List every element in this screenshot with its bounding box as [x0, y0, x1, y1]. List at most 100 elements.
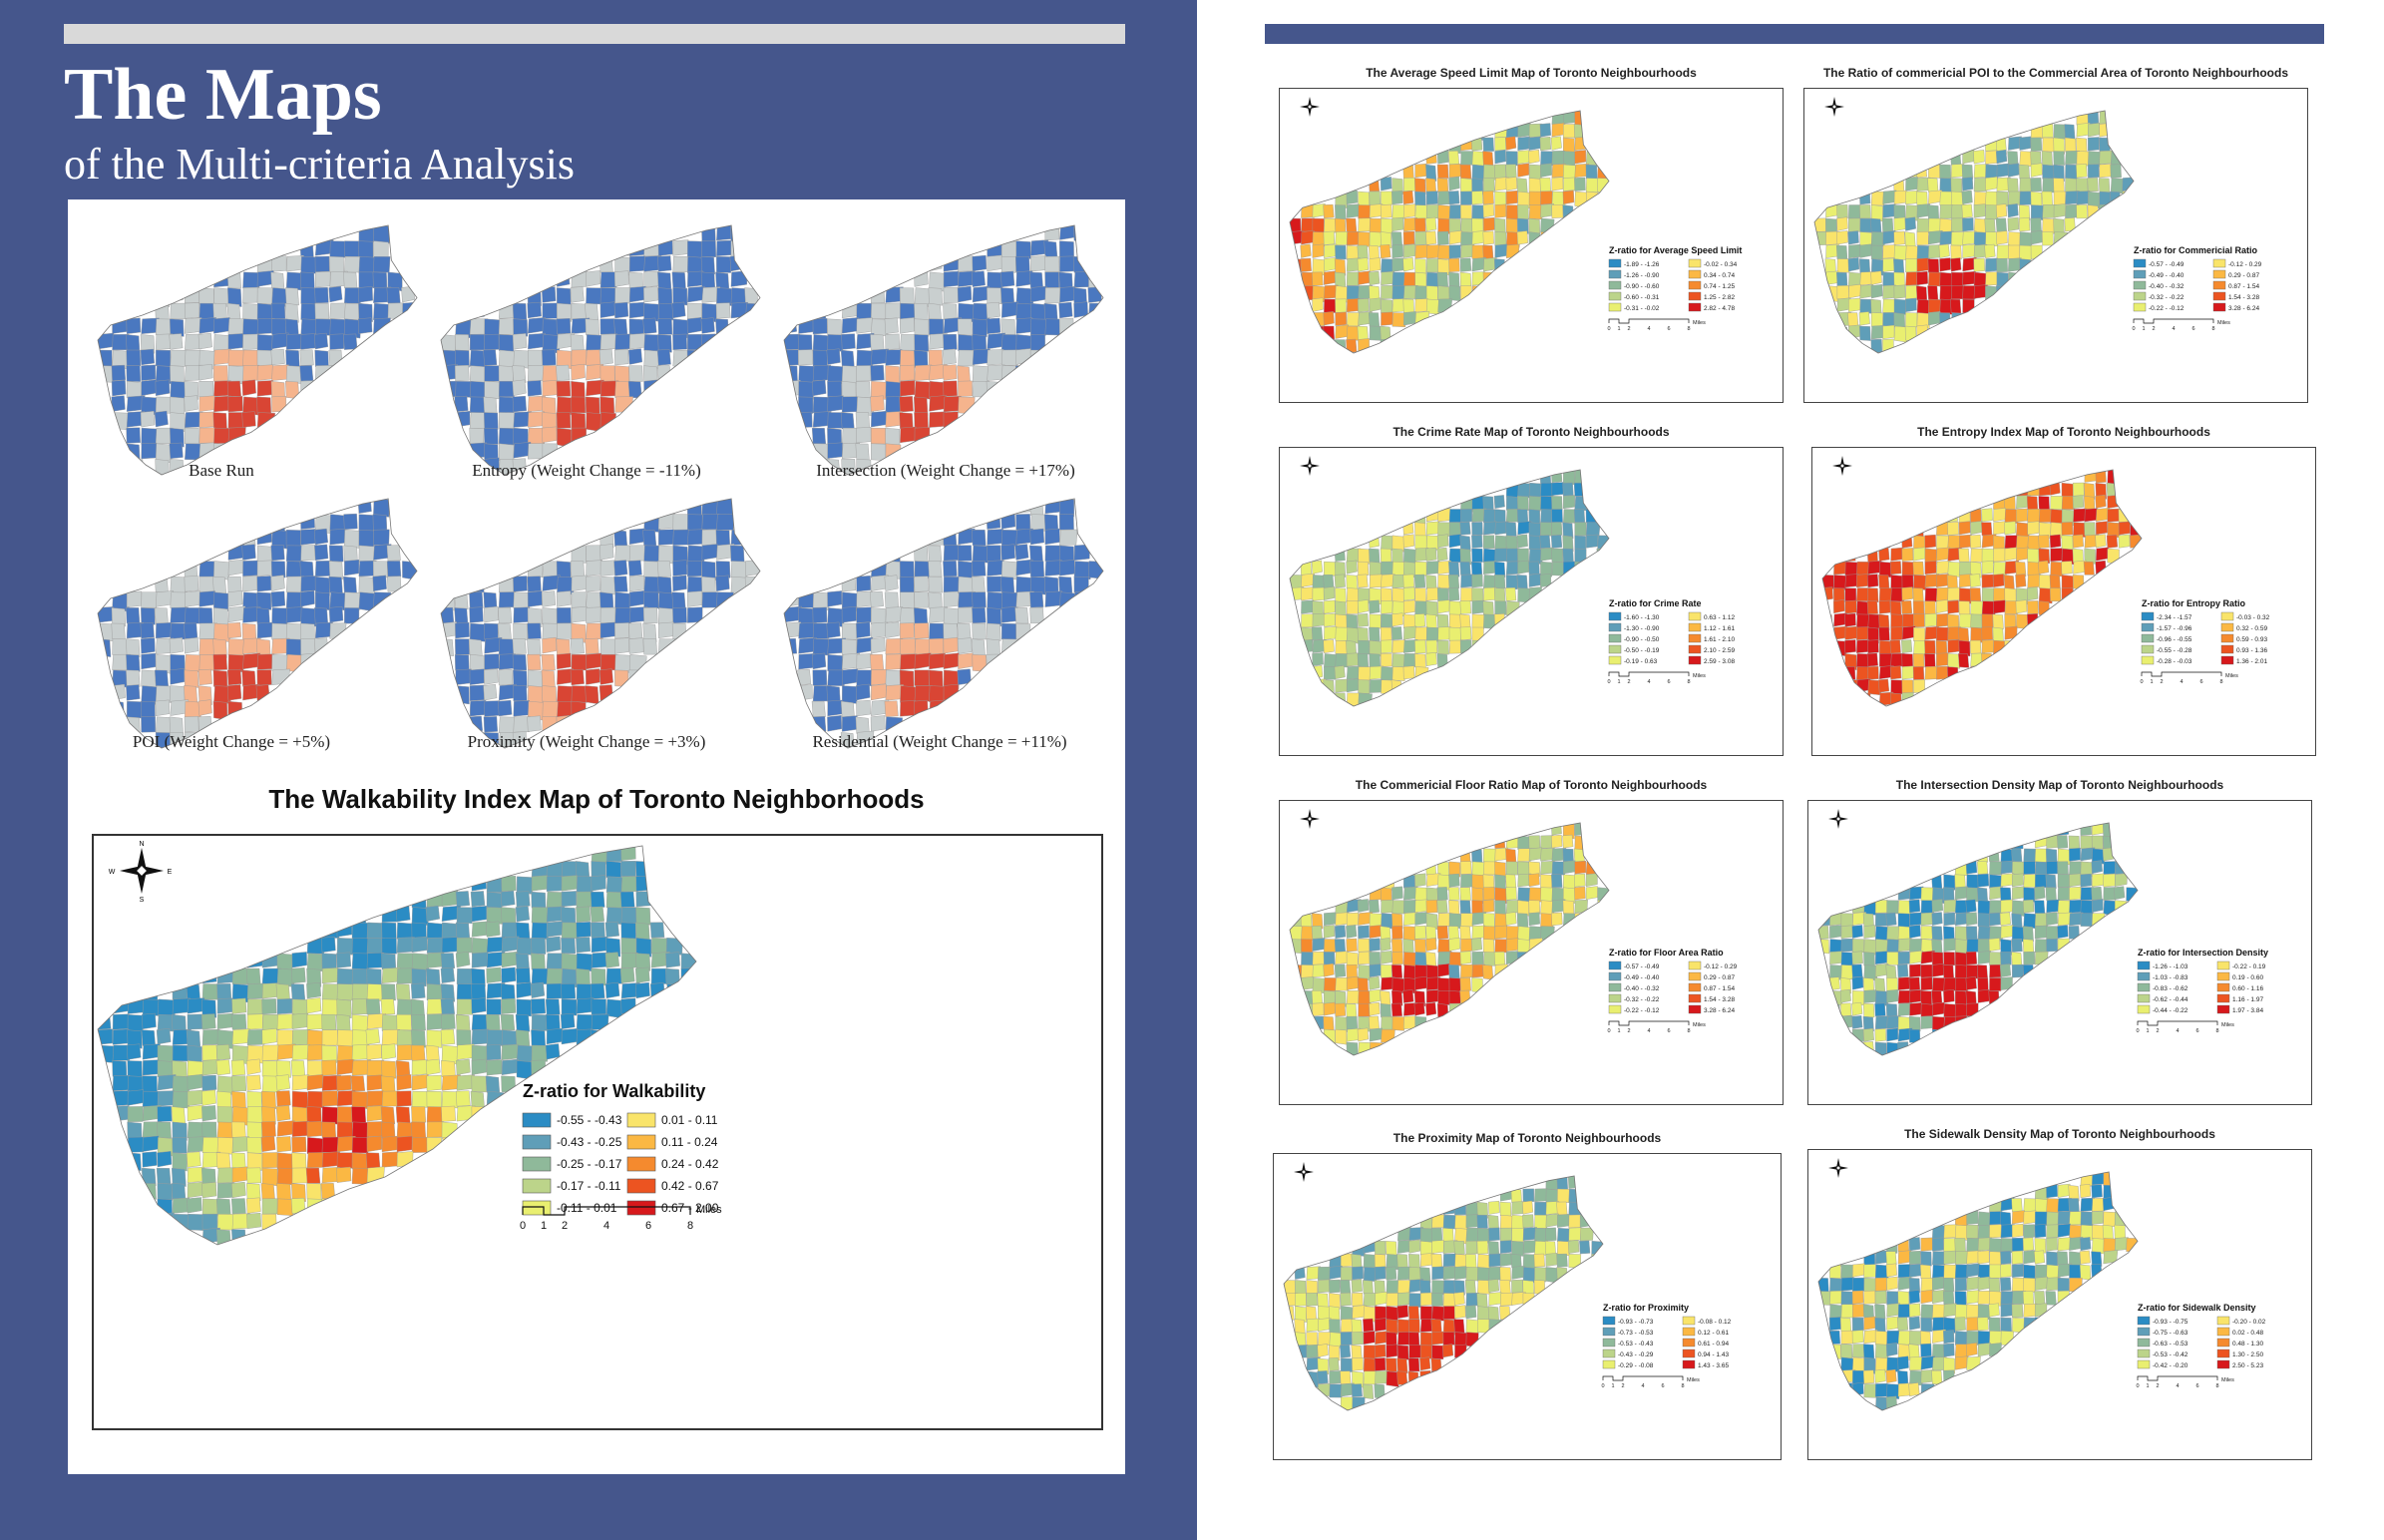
- criteria-legend-label: -0.31 - -0.02: [1624, 305, 1660, 312]
- criteria-legend-label: -0.43 - -0.29: [1618, 1351, 1654, 1358]
- criteria-panel-crime-rate: The Crime Rate Map of Toronto Neighbourh…: [1279, 425, 1784, 758]
- criteria-panel-floor-ratio: The Commericial Floor Ratio Map of Toron…: [1279, 778, 1784, 1107]
- criteria-legend-label: -1.26 - -0.90: [1624, 272, 1660, 279]
- legend-label: -0.55 - -0.43: [557, 1113, 622, 1127]
- walkability-map-title: The Walkability Index Map of Toronto Nei…: [268, 784, 925, 814]
- criteria-scale-tick: 4: [1647, 326, 1650, 332]
- criteria-scale-tick: 6: [1667, 679, 1670, 685]
- criteria-scale-tick: 8: [1681, 1383, 1684, 1389]
- caption-intersection: Intersection (Weight Change = +17%): [816, 461, 1075, 480]
- legend-swatch: [522, 1112, 552, 1128]
- criteria-scale-tick: 0: [2136, 1028, 2139, 1034]
- criteria-legend-swatch: [1688, 655, 1702, 665]
- criteria-legend-swatch: [2137, 961, 2151, 970]
- sensitivity-choropleth: [97, 498, 418, 749]
- criteria-legend-label: 1.97 - 3.84: [2232, 1007, 2263, 1014]
- criteria-legend-label: 0.61 - 0.94: [1698, 1341, 1729, 1348]
- criteria-legend-swatch: [2141, 633, 2155, 643]
- criteria-legend-swatch: [1682, 1327, 1696, 1337]
- compass-label: S: [140, 897, 145, 904]
- criteria-scale-tick: 4: [2172, 326, 2175, 332]
- criteria-legend-label: -1.03 - -0.83: [2153, 974, 2188, 981]
- criteria-legend-label: 1.12 - 1.61: [1704, 625, 1735, 632]
- criteria-legend-label: 0.34 - 0.74: [1704, 272, 1735, 279]
- criteria-scale-tick: 1: [2146, 1028, 2149, 1034]
- criteria-legend-swatch: [1602, 1338, 1616, 1348]
- criteria-legend-label: -0.42 - -0.20: [2153, 1362, 2188, 1369]
- criteria-legend-label: -1.26 - -1.03: [2153, 963, 2188, 970]
- criteria-legend-swatch: [1688, 982, 1702, 992]
- criteria-legend-swatch: [2216, 971, 2230, 981]
- criteria-legend-swatch: [1608, 622, 1622, 632]
- criteria-legend: Z-ratio for Crime Rate -1.60 - -1.30 -1.30…: [1608, 598, 1735, 665]
- criteria-frame: Z-ratio for Average Speed Limit -1.89 - -…: [1279, 88, 1784, 403]
- criteria-title: The Intersection Density Map of Toronto …: [1895, 778, 2224, 792]
- criteria-legend: Z-ratio for Proximity -0.93 - -0.73 -0.73 …: [1602, 1303, 1732, 1369]
- criteria-scale-tick: 0: [1607, 1028, 1610, 1034]
- criteria-map: Z-ratio for Crime Rate -1.60 - -1.30 -1.30…: [1289, 456, 1735, 707]
- criteria-legend-swatch: [1608, 611, 1622, 621]
- criteria-legend-label: -2.34 - -1.57: [2157, 614, 2192, 621]
- criteria-legend-label: -0.90 - -0.60: [1624, 283, 1660, 290]
- criteria-legend-swatch: [1688, 633, 1702, 643]
- criteria-legend-label: -0.22 - -0.12: [1624, 1007, 1660, 1014]
- criteria-legend-swatch: [2216, 1348, 2230, 1358]
- criteria-legend-swatch: [2133, 280, 2147, 290]
- criteria-title: The Average Speed Limit Map of Toronto N…: [1366, 66, 1697, 80]
- criteria-legend-label: -0.53 - -0.42: [2153, 1351, 2188, 1358]
- criteria-legend-swatch: [2141, 655, 2155, 665]
- criteria-legend-swatch: [2216, 1004, 2230, 1014]
- sensitivity-choropleth: [783, 498, 1104, 749]
- criteria-panel-speed-limit: The Average Speed Limit Map of Toronto N…: [1279, 66, 1784, 405]
- criteria-scale-tick: 6: [2195, 1028, 2198, 1034]
- criteria-legend-swatch: [1608, 269, 1622, 279]
- criteria-choropleth: [1283, 1175, 1604, 1411]
- legend-swatch: [626, 1134, 656, 1150]
- criteria-legend-swatch: [2133, 302, 2147, 312]
- legend-swatch: [626, 1156, 656, 1172]
- scale-tick: 4: [603, 1220, 609, 1232]
- criteria-legend-swatch: [2137, 1327, 2151, 1337]
- criteria-title: The Sidewalk Density Map of Toronto Neig…: [1904, 1127, 2215, 1141]
- criteria-legend-title: Z-ratio for Floor Area Ratio: [1609, 948, 1724, 958]
- legend-label: 0.01 - 0.11: [661, 1113, 718, 1127]
- criteria-legend-label: -0.55 - -0.28: [2157, 647, 2192, 654]
- criteria-legend-swatch: [1608, 302, 1622, 312]
- legend-label: -0.17 - -0.11: [557, 1179, 621, 1193]
- page-subtitle: of the Multi-criteria Analysis: [64, 140, 575, 189]
- criteria-choropleth: [1289, 469, 1610, 707]
- criteria-scale-unit: Miles: [1693, 320, 1706, 326]
- sensitivity-map-intersection: [783, 224, 1104, 476]
- criteria-legend-swatch: [2133, 269, 2147, 279]
- criteria-legend-swatch: [1608, 291, 1622, 301]
- criteria-scale-unit: Miles: [1687, 1377, 1700, 1383]
- legend-swatch: [522, 1156, 552, 1172]
- page-title: The Maps: [64, 54, 382, 136]
- criteria-legend: Z-ratio for Floor Area Ratio -0.57 - -0.4…: [1608, 948, 1738, 1014]
- criteria-legend-swatch: [2133, 258, 2147, 268]
- top-accent-bar: [64, 24, 1125, 44]
- criteria-legend-label: -0.08 - 0.12: [1698, 1319, 1732, 1326]
- criteria-legend-swatch: [1608, 633, 1622, 643]
- sensitivity-map-poi: [97, 498, 418, 749]
- criteria-scale-unit: Miles: [1693, 673, 1706, 679]
- criteria-scale-tick: 0: [1607, 326, 1610, 332]
- criteria-legend-label: -0.22 - -0.12: [2149, 305, 2185, 312]
- criteria-legend-label: 2.59 - 3.08: [1704, 658, 1735, 665]
- criteria-legend-title: Z-ratio for Crime Rate: [1609, 598, 1702, 608]
- criteria-legend-swatch: [1608, 1004, 1622, 1014]
- criteria-legend-swatch: [2212, 280, 2226, 290]
- criteria-legend-title: Z-ratio for Average Speed Limit: [1609, 245, 1742, 255]
- criteria-legend-label: -1.30 - -0.90: [1624, 625, 1660, 632]
- criteria-legend-label: -0.40 - -0.32: [2149, 283, 2185, 290]
- caption-base-run: Base Run: [189, 461, 254, 480]
- criteria-legend: Z-ratio for Intersection Density -1.26 - …: [2137, 948, 2268, 1014]
- criteria-scale-tick: 4: [2176, 1028, 2179, 1034]
- compass-rose-icon: [1300, 456, 1320, 476]
- criteria-legend-swatch: [1608, 993, 1622, 1003]
- criteria-legend-label: -0.03 - 0.32: [2236, 614, 2270, 621]
- criteria-legend-swatch: [1688, 971, 1702, 981]
- criteria-scale-tick: 2: [1627, 326, 1630, 332]
- criteria-legend-label: -0.40 - -0.32: [1624, 985, 1660, 992]
